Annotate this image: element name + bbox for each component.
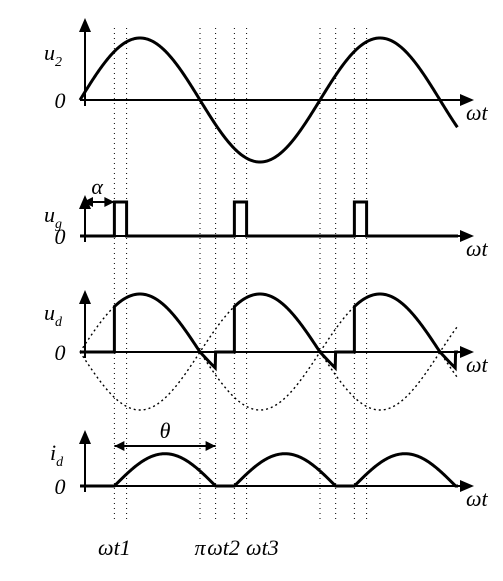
svg-text:0: 0 bbox=[55, 340, 66, 365]
svg-text:0: 0 bbox=[55, 224, 66, 249]
waveforms-figure: u20ωtug0ωtαud0ωtid0ωtθωt1πωt2ωt3 bbox=[0, 0, 503, 581]
svg-text:ud: ud bbox=[44, 300, 63, 330]
svg-text:ωt2: ωt2 bbox=[207, 535, 240, 560]
svg-text:u2: u2 bbox=[44, 40, 62, 70]
svg-text:ωt: ωt bbox=[466, 100, 489, 125]
svg-text:ωt1: ωt1 bbox=[98, 535, 131, 560]
svg-text:ωt: ωt bbox=[466, 236, 489, 261]
svg-text:id: id bbox=[50, 440, 64, 470]
plot-svg: u20ωtug0ωtαud0ωtid0ωtθωt1πωt2ωt3 bbox=[0, 0, 503, 581]
svg-text:0: 0 bbox=[55, 474, 66, 499]
svg-text:α: α bbox=[91, 174, 103, 199]
svg-text:π: π bbox=[194, 535, 206, 560]
svg-text:ωt: ωt bbox=[466, 352, 489, 377]
svg-text:ωt: ωt bbox=[466, 486, 489, 511]
svg-text:0: 0 bbox=[55, 88, 66, 113]
svg-text:ωt3: ωt3 bbox=[246, 535, 279, 560]
svg-text:θ: θ bbox=[160, 418, 171, 443]
